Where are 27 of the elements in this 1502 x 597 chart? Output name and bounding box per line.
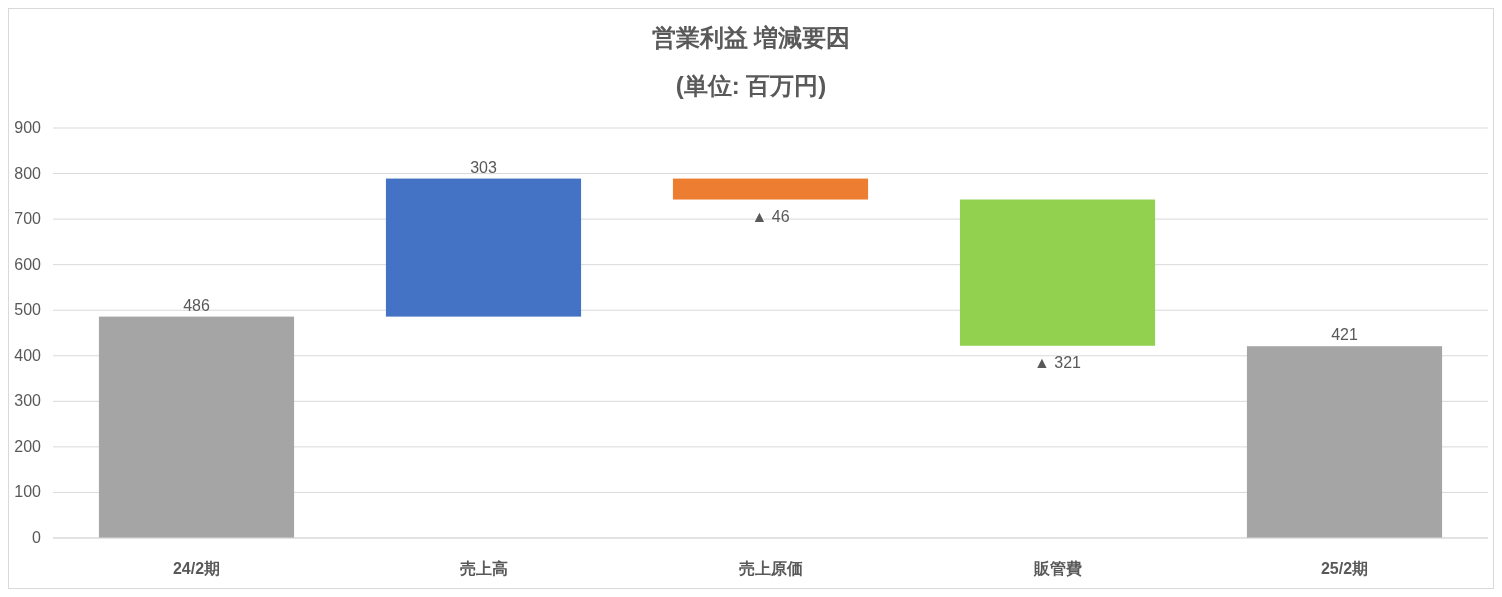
data-label: ▲ 46: [751, 207, 790, 225]
x-tick-label: 販管費: [1032, 560, 1082, 577]
y-tick-label: 500: [14, 301, 42, 319]
y-tick-label: 100: [14, 483, 42, 501]
bar: [385, 178, 582, 317]
bar: [672, 178, 869, 200]
data-label: ▲ 321: [1034, 353, 1082, 371]
bar: [98, 316, 295, 538]
y-tick-label: 700: [14, 210, 42, 228]
chart-title: 営業利益 増減要因: [651, 24, 851, 51]
y-tick-label: 400: [14, 346, 42, 364]
data-label: 421: [1331, 326, 1358, 344]
y-tick-label: 800: [14, 164, 42, 182]
y-tick-label: 300: [14, 392, 42, 410]
x-tick-label: 24/2期: [172, 560, 221, 577]
x-tick-label: 売上高: [459, 559, 508, 577]
y-tick-label: 200: [14, 437, 42, 455]
y-tick-label: 600: [14, 255, 42, 273]
y-tick-label: 0: [32, 529, 42, 546]
x-tick-label: 売上原価: [738, 560, 803, 577]
y-tick-label: 900: [14, 119, 42, 136]
x-tick-label: 25/2期: [1320, 560, 1369, 577]
chart-subtitle: (単位: 百万円): [675, 72, 827, 99]
bar: [1246, 346, 1443, 538]
bar: [959, 199, 1156, 346]
data-label: 303: [470, 158, 497, 176]
data-label: 486: [183, 296, 210, 314]
